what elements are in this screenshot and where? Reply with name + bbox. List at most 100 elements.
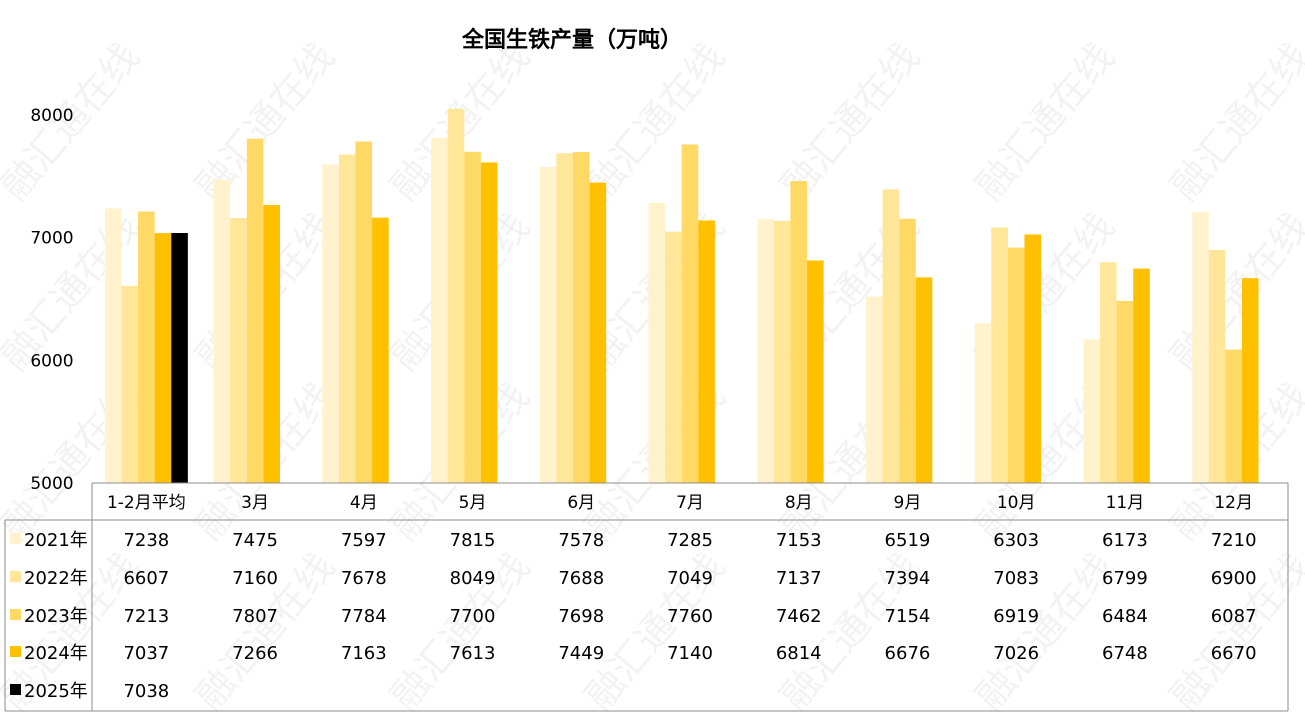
data-label: 7475 — [232, 530, 278, 551]
data-label: 7784 — [341, 606, 387, 627]
legend-label: 2023年 — [24, 606, 88, 627]
bar — [1024, 234, 1042, 483]
data-label: 7140 — [667, 643, 713, 664]
data-label: 7462 — [776, 606, 822, 627]
bar — [154, 233, 172, 483]
x-category-label: 5月 — [459, 493, 487, 513]
x-category-label: 7月 — [676, 493, 704, 513]
legend-swatch — [10, 646, 21, 657]
bar — [773, 220, 791, 484]
bars — [104, 108, 1259, 484]
data-label: 7698 — [558, 606, 604, 627]
bar — [447, 108, 465, 484]
x-category-label: 10月 — [997, 493, 1036, 513]
legend-label: 2021年 — [24, 530, 88, 551]
bar — [1007, 247, 1025, 483]
bar — [372, 217, 389, 484]
data-label: 6519 — [885, 530, 931, 551]
x-category-label: 12月 — [1214, 493, 1253, 513]
data-label: 7285 — [667, 530, 713, 551]
bar — [648, 202, 666, 483]
chart-title: 全国生铁产量（万吨） — [461, 27, 682, 53]
data-label: 8049 — [450, 568, 496, 589]
bar — [263, 205, 280, 484]
data-label: 6900 — [1211, 568, 1257, 589]
data-label: 7049 — [667, 568, 713, 589]
y-tick-label: 7000 — [30, 229, 73, 249]
bar — [899, 218, 916, 483]
x-category-label: 11月 — [1106, 493, 1145, 513]
bar — [1225, 349, 1242, 483]
bar — [1241, 278, 1259, 483]
x-category-label: 4月 — [350, 493, 378, 513]
bar — [991, 227, 1008, 483]
data-label: 6087 — [1211, 606, 1257, 627]
watermark-text: 融汇通在线 — [0, 35, 148, 209]
bar — [213, 179, 231, 483]
bar — [338, 154, 356, 483]
bar — [539, 166, 557, 483]
data-label: 7578 — [558, 530, 604, 551]
watermark-text: 融汇通在线 — [577, 35, 733, 209]
data-label: 7038 — [123, 681, 169, 702]
watermark-text: 融汇通在线 — [967, 35, 1123, 209]
y-axis: 5000 6000 7000 8000 — [30, 106, 73, 494]
data-label: 7213 — [123, 606, 169, 627]
data-label: 7394 — [885, 568, 931, 589]
bar — [572, 152, 590, 484]
bar — [807, 260, 824, 483]
x-category-label: 9月 — [894, 493, 922, 513]
bar — [431, 137, 448, 483]
data-label: 7597 — [341, 530, 387, 551]
bar — [171, 233, 188, 483]
y-tick-label: 5000 — [30, 474, 73, 494]
x-category-label: 8月 — [785, 493, 813, 513]
watermark-text: 融汇通在线 — [967, 545, 1123, 715]
data-label: 7210 — [1211, 530, 1257, 551]
data-label: 7266 — [232, 643, 278, 664]
bar — [665, 231, 682, 483]
y-tick-label: 6000 — [30, 351, 73, 371]
data-label: 6799 — [1102, 568, 1148, 589]
data-label: 7026 — [993, 643, 1039, 664]
bar — [1208, 249, 1226, 483]
bar — [915, 277, 933, 483]
data-label: 7760 — [667, 606, 713, 627]
data-label: 7154 — [885, 606, 931, 627]
legend-label: 2024年 — [24, 643, 88, 664]
bar — [322, 164, 339, 483]
data-label: 7037 — [123, 643, 169, 664]
data-label: 6919 — [993, 606, 1039, 627]
bar — [464, 151, 481, 484]
data-label: 6484 — [1102, 606, 1148, 627]
data-label: 7678 — [341, 568, 387, 589]
data-label: 6814 — [776, 643, 822, 664]
watermark-text: 融汇通在线 — [1162, 35, 1305, 209]
x-category-label: 3月 — [241, 493, 269, 513]
data-label: 7137 — [776, 568, 822, 589]
bar — [121, 285, 139, 483]
bar — [230, 218, 247, 484]
data-label: 6670 — [1211, 643, 1257, 664]
bar — [556, 153, 573, 483]
data-label: 7163 — [341, 643, 387, 664]
data-label: 7153 — [776, 530, 822, 551]
bar — [480, 162, 498, 483]
x-category-label: 6月 — [567, 493, 595, 513]
bar — [1100, 262, 1117, 483]
bar — [1083, 339, 1101, 483]
data-label: 7449 — [558, 643, 604, 664]
data-label: 7160 — [232, 568, 278, 589]
bar — [865, 296, 883, 483]
bar — [1192, 211, 1209, 483]
legend-swatch — [10, 684, 21, 695]
bar — [681, 144, 699, 483]
bar — [589, 182, 607, 483]
data-label: 6173 — [1102, 530, 1148, 551]
data-label: 7688 — [558, 568, 604, 589]
bar — [1133, 268, 1150, 483]
bar — [698, 220, 715, 484]
legend-label: 2022年 — [24, 568, 88, 589]
